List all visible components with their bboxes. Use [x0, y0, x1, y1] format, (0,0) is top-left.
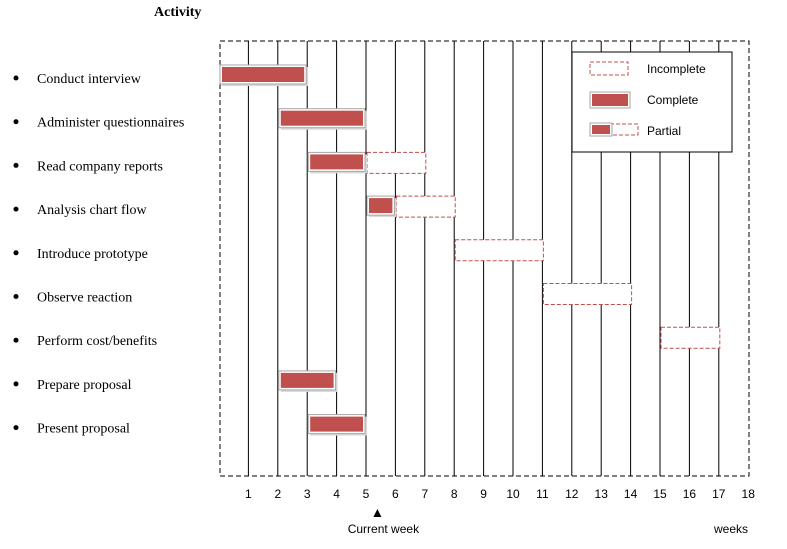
activity-bullet: [13, 250, 19, 256]
x-tick-label: 9: [480, 487, 487, 501]
legend-swatch-partial-incomplete: [609, 123, 639, 136]
incomplete-bar: [542, 283, 633, 305]
current-week-arrow: [373, 509, 382, 517]
x-tick-label: 3: [304, 487, 311, 501]
current-week-marker: Current week: [348, 509, 420, 536]
incomplete-bar: [366, 151, 427, 174]
incomplete-bar: [660, 326, 721, 349]
x-tick-label: 15: [653, 487, 667, 501]
legend-swatch-incomplete: [589, 61, 629, 76]
x-tick-label: 8: [451, 487, 458, 501]
incomplete-bar: [454, 239, 544, 262]
activity-bullet: [13, 425, 19, 431]
activity-bullet: [13, 381, 19, 387]
complete-bar: [369, 198, 393, 214]
complete-bar: [222, 67, 305, 82]
complete-bar: [310, 416, 363, 432]
activity-bullet: [13, 337, 19, 343]
activity-label: Present proposal: [37, 422, 130, 437]
x-tick-label: 13: [595, 487, 609, 501]
legend-swatch-partial-complete: [592, 125, 610, 134]
activity-label: Introduce prototype: [37, 247, 148, 262]
x-tick-label: 11: [536, 487, 549, 501]
x-unit-label: weeks: [713, 522, 748, 536]
activity-bullet: [13, 75, 19, 81]
activity-label: Read company reports: [37, 159, 163, 174]
x-tick-label: 6: [392, 487, 399, 501]
activity-bullet: [13, 119, 19, 125]
activity-header: Activity: [154, 5, 201, 20]
complete-bar: [280, 372, 334, 388]
complete-bar: [280, 110, 363, 126]
x-tick-label: 14: [624, 487, 638, 501]
legend-label: Incomplete: [647, 62, 706, 76]
legend-label: Partial: [647, 124, 681, 138]
x-tick-label: 5: [363, 487, 370, 501]
legend-label: Complete: [647, 93, 699, 107]
x-tick-label: 1: [245, 487, 252, 501]
x-tick-label: 7: [421, 487, 428, 501]
activity-bullet: [13, 294, 19, 299]
legend: Incomplete Complete Partial: [571, 51, 733, 153]
current-week-label: Current week: [348, 522, 420, 536]
x-tick-label: 4: [333, 487, 340, 501]
activity-label: Perform cost/benefits: [37, 334, 157, 349]
bars-layer: [219, 64, 721, 436]
legend-swatch-complete: [592, 94, 628, 106]
activity-label: Prepare proposal: [37, 378, 132, 393]
plot-border: [219, 40, 750, 477]
activity-bullet: [13, 162, 19, 168]
x-tick-labels: 1 2 3 4 5 6 7 8 9 10 11 12 13 14 15 16 17 18: [245, 487, 755, 501]
complete-bar: [310, 154, 363, 170]
activity-bullet: [13, 206, 19, 212]
activity-label: Administer questionnaires: [37, 116, 184, 131]
x-tick-label: 16: [683, 487, 697, 501]
x-tick-label: 10: [506, 487, 520, 501]
x-tick-label: 17: [712, 487, 726, 501]
activity-labels: Conduct interview Administer questionnair…: [13, 72, 184, 437]
activity-label: Observe reaction: [37, 291, 132, 306]
activity-label: Analysis chart flow: [37, 203, 148, 218]
x-tick-label: 12: [565, 487, 579, 501]
x-tick-label: 18: [742, 487, 756, 501]
incomplete-bar: [395, 195, 456, 218]
x-tick-label: 2: [274, 487, 281, 501]
activity-label: Conduct interview: [37, 72, 142, 87]
